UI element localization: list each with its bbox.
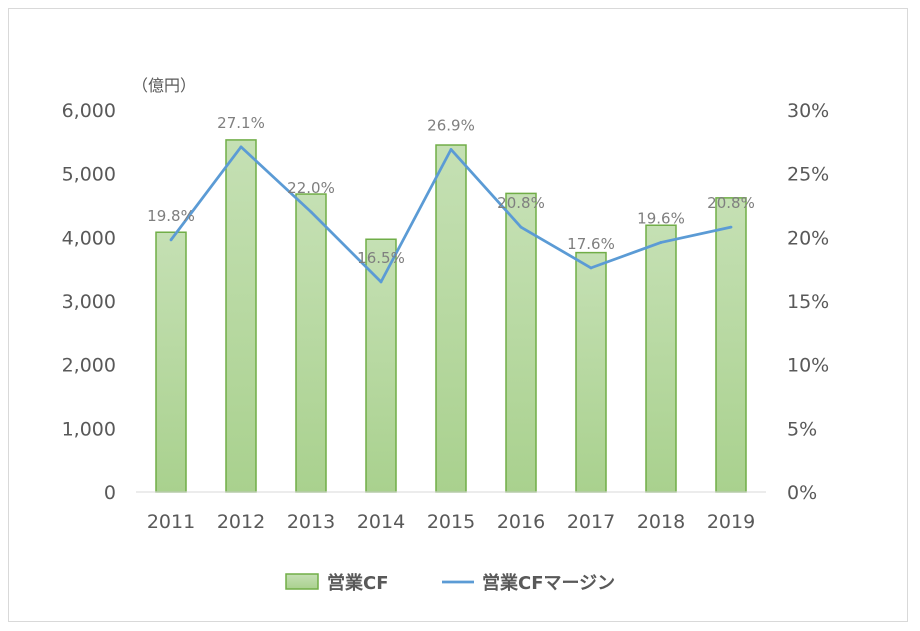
y-right-tick: 0%	[787, 482, 817, 504]
y-left-tick: 4,000	[62, 227, 116, 249]
line-data-label: 16.5%	[357, 249, 405, 267]
legend-swatch-bar	[285, 573, 319, 590]
bar	[715, 197, 747, 493]
x-tick: 2016	[497, 511, 545, 533]
y-right-tick-labels: 0% 5% 10% 15% 20% 25% 30%	[787, 100, 829, 504]
bar	[645, 224, 677, 493]
x-tick-labels: 2011 2012 2013 2014 2015 2016 2017 2018 2019	[147, 511, 755, 533]
y-left-unit-label: （億円）	[132, 76, 196, 95]
line-point	[729, 225, 733, 229]
bar-series	[155, 139, 747, 493]
line-point	[169, 238, 173, 242]
line-data-label: 19.8%	[147, 207, 195, 225]
line-data-labels: 19.8% 27.1% 22.0% 16.5% 26.9% 20.8% 17.6% 19.6%…	[147, 114, 755, 284]
y-left-tick: 2,000	[62, 355, 116, 377]
line-data-label: 17.6%	[567, 235, 615, 253]
y-left-tick: 1,000	[62, 418, 116, 440]
line-data-label: 27.1%	[217, 114, 265, 132]
x-tick: 2018	[637, 511, 685, 533]
y-right-tick: 20%	[787, 227, 829, 249]
x-tick: 2013	[287, 511, 335, 533]
y-right-tick: 15%	[787, 291, 829, 313]
bar	[505, 192, 537, 493]
y-right-tick: 30%	[787, 100, 829, 122]
line-point	[659, 241, 663, 244]
line-point	[239, 145, 243, 149]
bar	[365, 238, 397, 493]
y-right-tick: 25%	[787, 164, 829, 186]
y-left-tick: 6,000	[62, 100, 116, 122]
x-tick: 2019	[707, 511, 755, 533]
line-data-label: 22.0%	[287, 179, 335, 197]
y-right-tick: 10%	[787, 355, 829, 377]
y-left-tick: 5,000	[62, 164, 116, 186]
y-right-tick: 5%	[787, 418, 817, 440]
line-data-label: 26.9%	[427, 116, 475, 134]
bar	[225, 139, 257, 493]
legend-label-bar: 営業CF	[327, 572, 389, 594]
bar	[575, 251, 607, 493]
line-point	[589, 266, 593, 270]
line-data-label: 20.8%	[707, 194, 755, 212]
line-data-label: 19.6%	[637, 209, 685, 227]
bar	[435, 144, 467, 493]
y-left-tick: 0	[104, 482, 116, 504]
legend-label-line: 営業CFマージン	[482, 572, 615, 594]
line-data-label: 20.8%	[497, 194, 545, 212]
y-left-tick-labels: 0 1,000 2,000 3,000 4,000 5,000 6,000	[62, 100, 116, 504]
bar	[155, 231, 187, 493]
x-tick: 2015	[427, 511, 475, 533]
line-point	[379, 280, 383, 284]
legend: 営業CF 営業CFマージン	[285, 572, 615, 594]
x-tick: 2012	[217, 511, 265, 533]
line-point	[519, 225, 523, 229]
line-point	[449, 148, 453, 151]
x-tick: 2017	[567, 511, 615, 533]
bar	[295, 193, 327, 493]
line-point	[309, 210, 313, 214]
x-tick: 2014	[357, 511, 405, 533]
x-tick: 2011	[147, 511, 195, 533]
y-left-tick: 3,000	[62, 291, 116, 313]
